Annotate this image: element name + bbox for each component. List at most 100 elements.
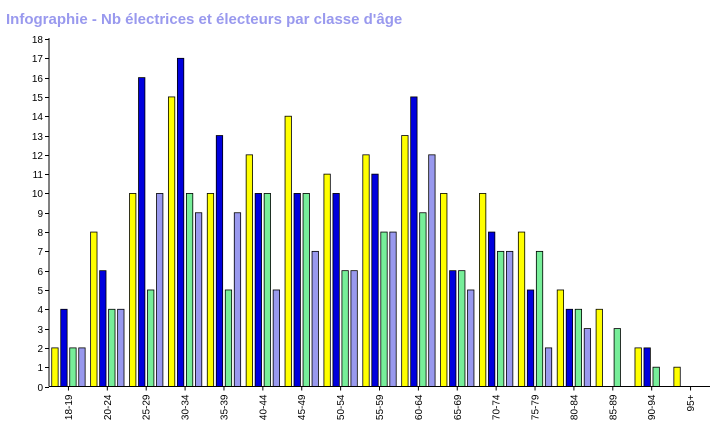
chart-title: Infographie - Nb électrices et électeurs… — [6, 11, 403, 28]
bar — [272, 289, 280, 387]
y-tick-label: 9 — [37, 209, 43, 220]
bar — [419, 212, 427, 387]
bar — [350, 270, 358, 387]
x-tick-label: 60-64 — [414, 394, 425, 420]
bar — [401, 135, 409, 387]
bar — [458, 270, 466, 387]
bar — [643, 347, 651, 387]
bar — [410, 96, 418, 387]
x-tick-label: 18-19 — [64, 394, 75, 420]
bar — [167, 96, 176, 387]
bar — [293, 193, 301, 387]
bar — [488, 231, 496, 387]
bar — [108, 308, 116, 387]
bar — [215, 135, 224, 387]
x-tick-label: 50-54 — [336, 394, 347, 420]
bar — [78, 347, 86, 387]
x-tick-label: 80-84 — [569, 394, 580, 420]
bar — [479, 193, 487, 387]
bar — [362, 154, 370, 387]
bar — [99, 270, 107, 387]
bar — [90, 231, 98, 387]
bar — [517, 231, 526, 387]
y-tick-label: 3 — [37, 325, 43, 336]
x-tick-label: 45-49 — [297, 394, 308, 420]
x-tick-label: 25-29 — [142, 394, 153, 420]
bar — [380, 231, 388, 387]
y-tick-label: 5 — [37, 286, 43, 297]
x-tick-label: 90-94 — [647, 394, 658, 420]
x-tick-label: 30-34 — [181, 394, 192, 420]
bar — [595, 308, 603, 387]
bar — [652, 366, 660, 387]
bar — [138, 77, 146, 387]
y-tick-label: 12 — [32, 151, 44, 162]
bar — [224, 289, 233, 387]
bar — [245, 154, 253, 387]
x-tick-label: 55-59 — [375, 394, 386, 420]
bar — [673, 366, 681, 387]
y-tick-label: 4 — [37, 305, 43, 316]
bar — [69, 347, 77, 387]
y-tick-label: 7 — [37, 247, 43, 258]
bar — [206, 193, 215, 387]
x-tick-label: 65-69 — [453, 394, 464, 420]
y-tick-label: 8 — [37, 228, 43, 239]
bar — [613, 328, 621, 387]
x-tick-label: 20-24 — [103, 394, 114, 420]
y-tick-label: 1 — [37, 363, 43, 374]
x-tick-label: 70-74 — [492, 394, 503, 420]
bar — [526, 289, 535, 387]
y-tick-label: 18 — [32, 35, 44, 46]
bar — [506, 250, 514, 387]
x-tick-label: 95+ — [686, 394, 697, 411]
y-tick-label: 15 — [32, 93, 44, 104]
bar — [156, 193, 164, 387]
y-tick-label: 11 — [33, 170, 44, 181]
bar — [129, 193, 137, 387]
bar — [634, 347, 642, 387]
bar — [302, 193, 310, 387]
bar — [263, 193, 271, 387]
x-tick-label: 85-89 — [608, 394, 619, 420]
bar — [556, 289, 565, 387]
bar — [535, 250, 544, 387]
bar — [428, 154, 436, 387]
bar — [233, 212, 242, 387]
bars — [51, 57, 681, 387]
bar — [497, 250, 505, 387]
bar — [60, 308, 68, 387]
y-tick-label: 17 — [32, 54, 44, 65]
bar — [284, 115, 292, 387]
bar — [583, 328, 592, 387]
bar — [371, 173, 379, 387]
y-tick-label: 0 — [37, 383, 43, 394]
y-tick-label: 10 — [32, 189, 44, 200]
x-tick-label: 35-39 — [219, 394, 230, 420]
y-tick-label: 14 — [32, 112, 44, 123]
y-tick-label: 2 — [37, 344, 43, 355]
bar — [311, 250, 319, 387]
bar — [389, 231, 397, 387]
bar — [254, 193, 262, 387]
y-tick-label: 16 — [32, 74, 44, 85]
bar — [332, 193, 340, 387]
bar — [341, 270, 349, 387]
bar — [185, 193, 194, 387]
bar — [467, 289, 475, 387]
bar — [574, 308, 583, 387]
y-tick-label: 13 — [32, 132, 44, 143]
x-axis-labels: 18-19 20-24 25-29 30-34 35-39 40-44 45-49 50-54… — [64, 386, 697, 420]
x-tick-label: 75-79 — [531, 394, 542, 420]
bar — [565, 308, 574, 387]
bar — [147, 289, 155, 387]
y-tick-label: 6 — [37, 267, 43, 278]
bar — [176, 57, 185, 387]
bar — [449, 270, 457, 387]
bar — [117, 308, 125, 387]
bar — [323, 173, 331, 387]
bar — [194, 212, 203, 387]
bar — [440, 193, 448, 387]
